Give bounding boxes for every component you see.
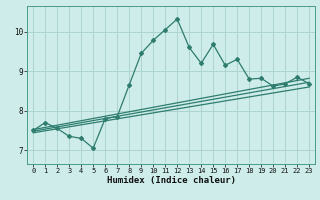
X-axis label: Humidex (Indice chaleur): Humidex (Indice chaleur): [107, 176, 236, 185]
